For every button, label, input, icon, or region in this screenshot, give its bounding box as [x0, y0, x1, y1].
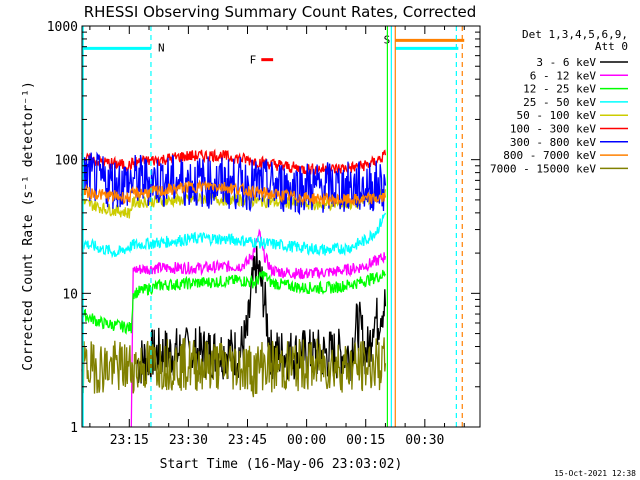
legend-header-line-2: Att 0 [595, 40, 628, 53]
legend-label-25-50-kev: 25 - 50 keV [523, 96, 596, 109]
legend-label-300-800-kev: 300 - 800 keV [510, 136, 596, 149]
legend-header-line-1: Det 1,3,4,5,6,9, [522, 28, 628, 41]
legend-label-7000-15000-kev: 7000 - 15000 keV [490, 162, 596, 175]
x-tick-label-00-00: 00:00 [287, 433, 326, 448]
series-6-12-kev [130, 228, 387, 428]
y-tick-label-10: 10 [62, 287, 78, 302]
series-layer [81, 148, 387, 428]
y-tick-label-1: 1 [70, 421, 78, 436]
chart-title: RHESSI Observing Summary Count Rates, Co… [84, 3, 477, 21]
legend-label-12-25-kev: 12 - 25 keV [523, 83, 596, 96]
footer-date: 15-Oct-2021 12:38 [554, 469, 636, 478]
legend-label-3-6-kev: 3 - 6 keV [536, 56, 596, 69]
y-tick-label-1000: 1000 [47, 20, 78, 35]
series-50-100-kev [81, 188, 387, 219]
legend-label-6-12-kev: 6 - 12 keV [530, 69, 597, 82]
series-300-800-kev [81, 151, 387, 216]
x-tick-label-23-30: 23:30 [169, 433, 208, 448]
legend-label-800-7000-kev: 800 - 7000 keV [503, 149, 596, 162]
legend-label-50-100-kev: 50 - 100 keV [517, 109, 597, 122]
legend-label-100-300-kev: 100 - 300 keV [510, 123, 596, 136]
series-800-7000-kev [81, 179, 387, 207]
axis-layer: 23:15 23:30 23:45 00:00 00:15 00:30 1 10 100 1000 [47, 20, 480, 448]
plot-frame [81, 25, 481, 428]
marker-layer: NSF [82, 26, 465, 427]
x-tick-label-00-30: 00:30 [405, 433, 444, 448]
y-axis-label: Corrected Count Rate (s⁻¹ detector⁻¹) [21, 81, 36, 371]
x-tick-label-23-15: 23:15 [110, 433, 149, 448]
flare-marker-label: F [250, 54, 257, 67]
x-tick-label-00-15: 00:15 [346, 433, 385, 448]
series-7000-15000-kev [81, 337, 387, 398]
x-axis-label: Start Time (16-May-06 23:03:02) [160, 457, 403, 472]
attenuator-band-label: N [158, 41, 165, 54]
y-tick-label-100: 100 [55, 154, 78, 169]
series-12-25-kev [81, 269, 386, 335]
x-tick-label-23-45: 23:45 [228, 433, 267, 448]
series-25-50-kev [81, 212, 387, 259]
